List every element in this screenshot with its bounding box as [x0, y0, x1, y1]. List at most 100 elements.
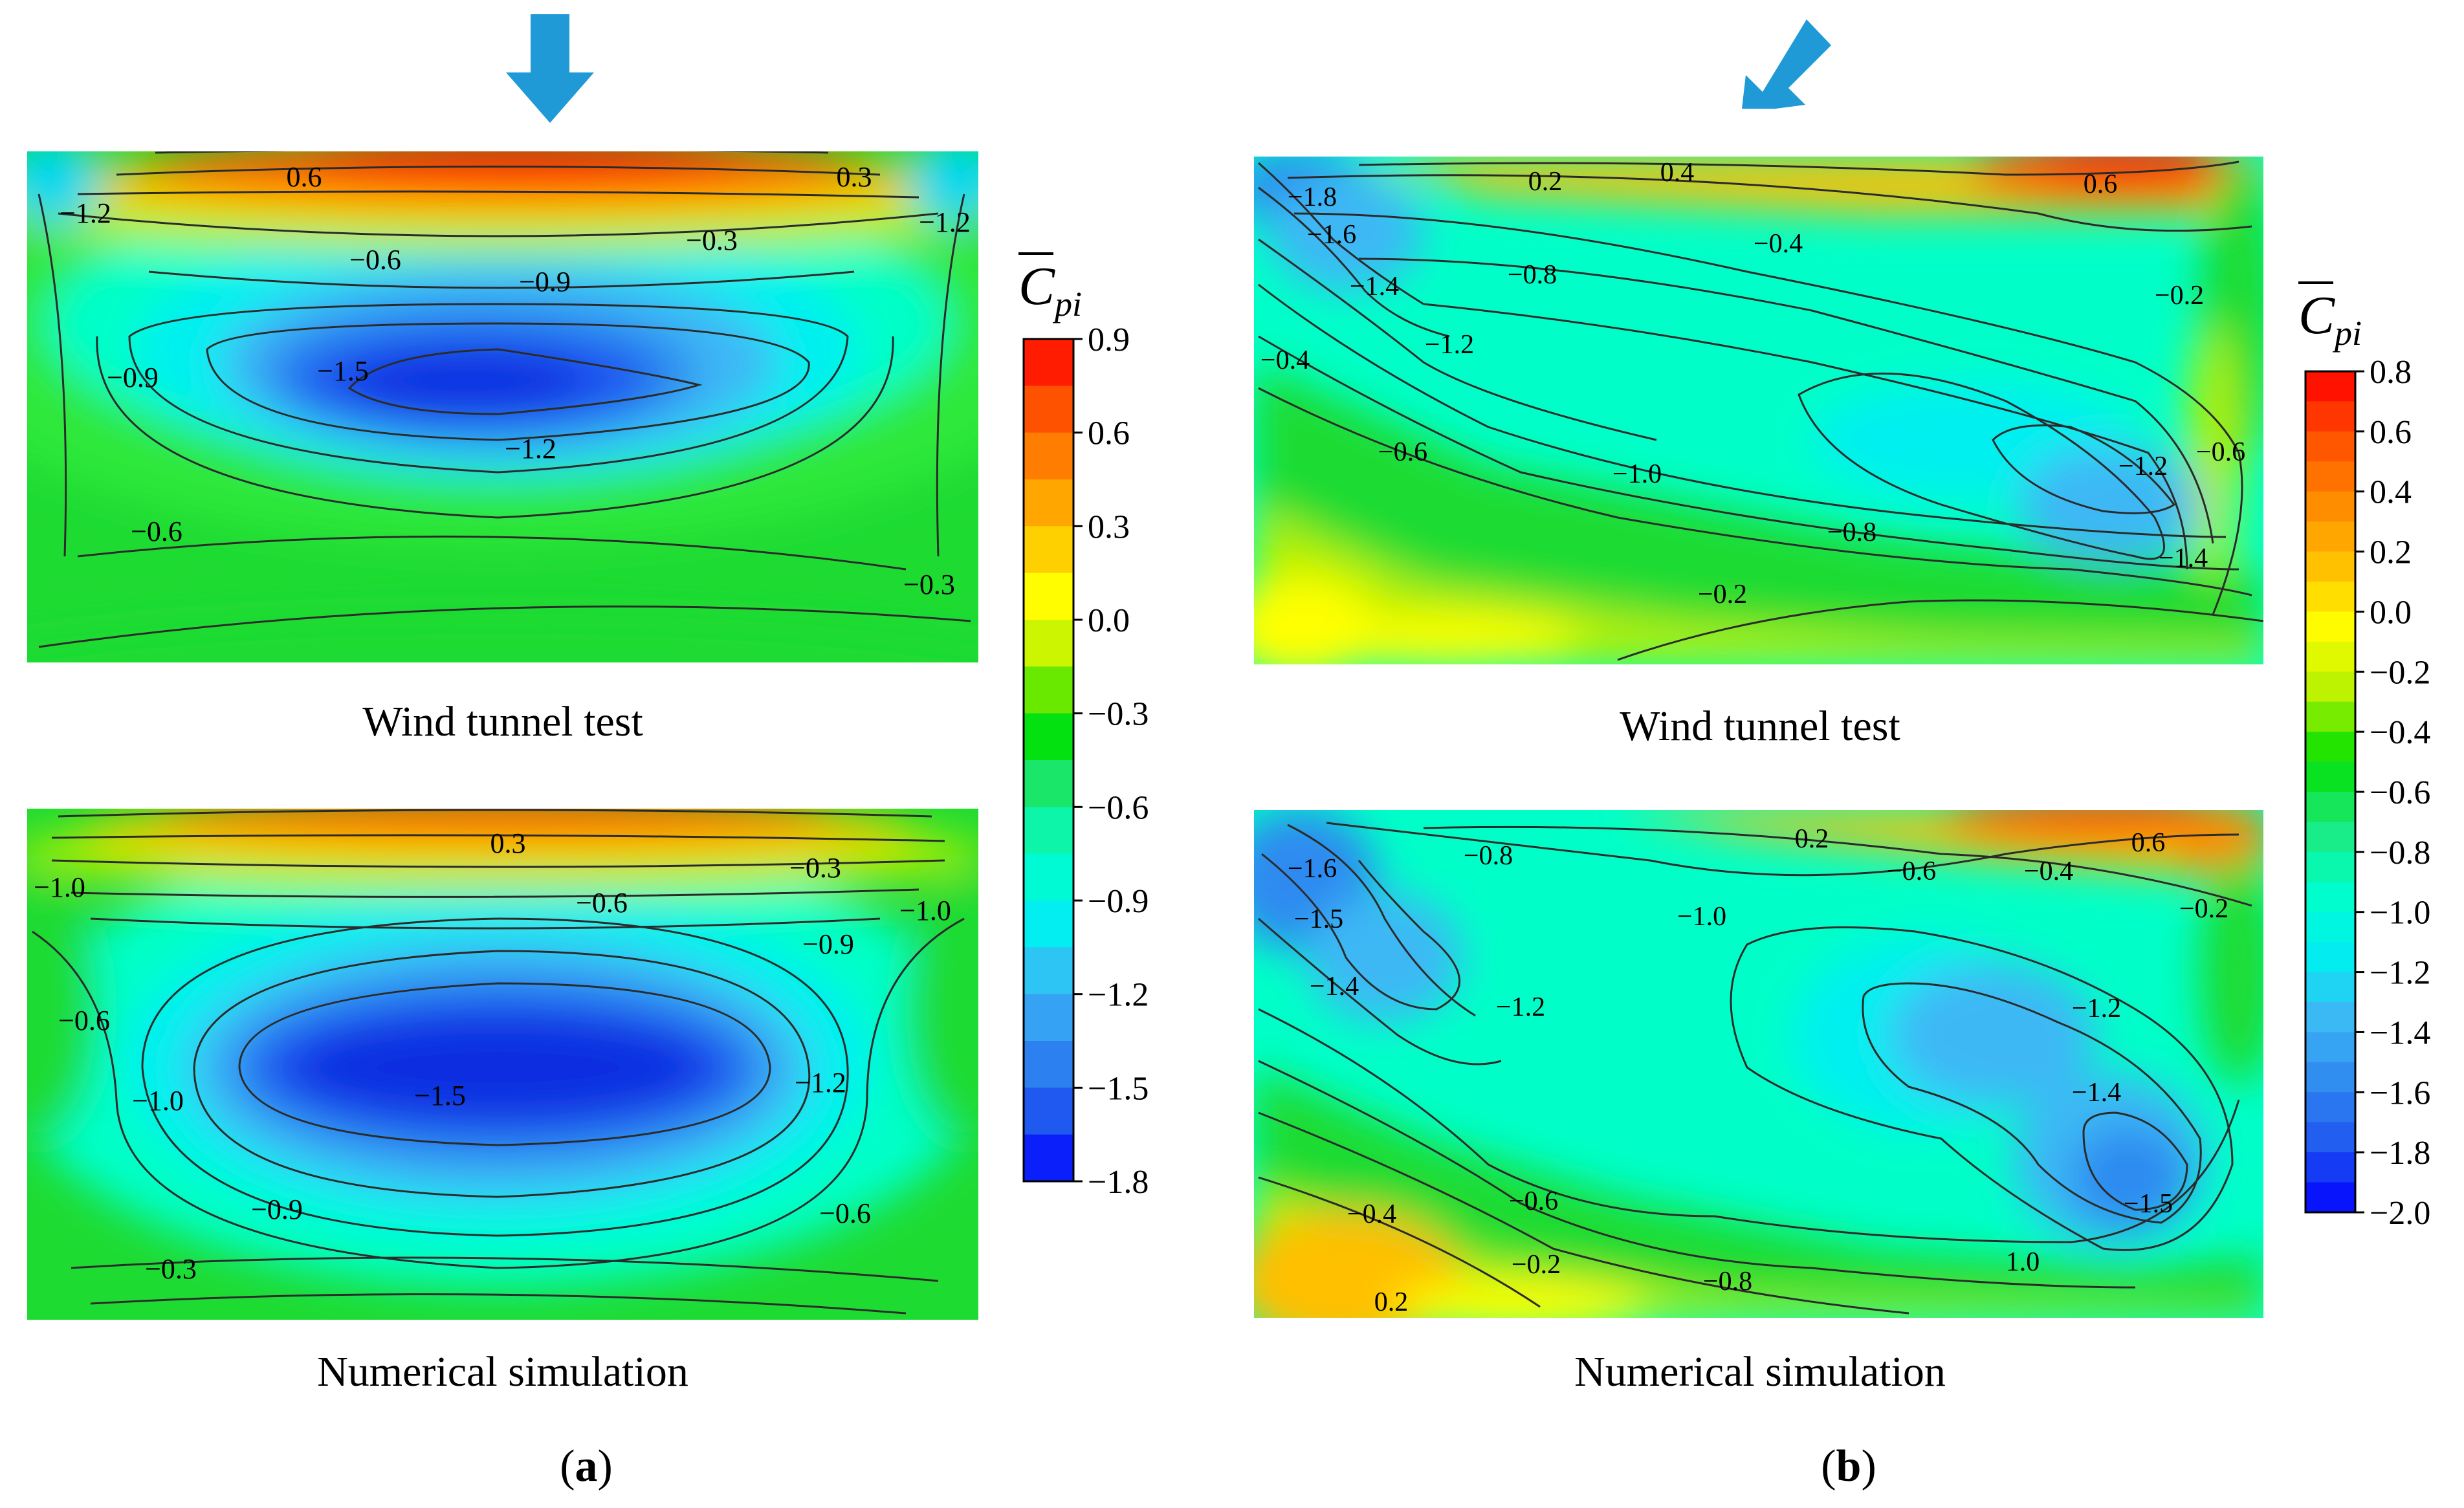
contour-label: −0.6	[2196, 437, 2245, 467]
contour-label: −0.2	[2179, 894, 2228, 924]
colorbar-swatch	[2305, 701, 2355, 732]
contour-label: 0.3	[837, 161, 872, 193]
colorbar-tick-label: 0.8	[2370, 354, 2412, 391]
colorbar-tick-label: −2.0	[2370, 1195, 2430, 1232]
colorbar-tick-label: 0.9	[1088, 322, 1130, 358]
colorbar-swatch	[1024, 713, 1073, 761]
colorbar-swatch	[1024, 901, 1073, 948]
panel-label-a: (a)	[560, 1441, 613, 1491]
contour-label: −0.9	[802, 928, 854, 960]
contour-label: 0.4	[1660, 158, 1695, 188]
colorbar-swatch	[2305, 551, 2355, 582]
contour-label: −1.2	[60, 197, 111, 229]
contour-label: −0.4	[1754, 229, 1803, 259]
contour-label: 0.6	[2131, 828, 2166, 858]
colorbar-tick-label: −0.6	[2370, 774, 2430, 811]
contour-label: −0.2	[1698, 580, 1747, 609]
colorbar-swatch	[2305, 942, 2355, 973]
colorbar-tick-label: 0.4	[2370, 474, 2412, 511]
panel-label-b: (b)	[1821, 1441, 1876, 1491]
colorbar-tick-label: −1.8	[2370, 1135, 2430, 1172]
caption-b-wind-tunnel: Wind tunnel test	[1620, 703, 1900, 750]
contour-label: −0.3	[145, 1253, 197, 1285]
colorbar-tick-label: 0.2	[2370, 534, 2412, 571]
contour-label: −1.4	[2072, 1078, 2121, 1108]
contour-label: −1.2	[1425, 330, 1474, 360]
contour-label: −0.2	[1512, 1250, 1561, 1280]
colorbar-swatch	[1024, 1134, 1073, 1182]
contour-labels-a-wind-tunnel: 0.6 0.3 −1.2 −1.2 −0.6 −0.3 −0.9 −0.9 −1…	[60, 161, 971, 600]
colorbar-swatch	[2305, 401, 2355, 432]
contour-label: −1.5	[414, 1080, 466, 1111]
contour-label: 0.6	[287, 161, 322, 193]
contour-label: −0.3	[903, 569, 955, 600]
wind-arrow-icon	[506, 14, 594, 123]
colorbar-swatch	[2305, 491, 2355, 522]
contour-map-a-wind-tunnel: 0.6 0.3 −1.2 −1.2 −0.6 −0.3 −0.9 −0.9 −1…	[27, 151, 978, 662]
contour-label: −0.9	[251, 1194, 303, 1225]
contour-label: −1.6	[1307, 220, 1356, 250]
colorbar-tick-label: −1.5	[1088, 1070, 1149, 1107]
contour-label: −1.8	[1288, 182, 1337, 212]
contour-label: −1.5	[2124, 1189, 2173, 1219]
contour-label: −1.0	[1677, 902, 1726, 932]
contour-label: 0.2	[1528, 167, 1563, 197]
contour-label: −1.4	[1310, 972, 1359, 1001]
contour-label: −0.8	[1464, 841, 1513, 871]
contour-label: −1.2	[2072, 994, 2121, 1023]
contour-label: −0.9	[519, 266, 571, 298]
colorbar-tick-label: −1.8	[1088, 1164, 1149, 1201]
colorbar-title-a: Cpi	[1018, 256, 1082, 323]
contour-label: −1.0	[34, 871, 85, 903]
contour-label: −1.6	[1288, 854, 1337, 884]
contour-label: −1.0	[899, 895, 951, 926]
colorbar-title-b: Cpi	[2298, 285, 2362, 353]
contour-labels-b-wind-tunnel: −1.8 −1.6 −1.4 −1.2 −0.4 0.2 0.4 0.6 −0.…	[1260, 158, 2245, 609]
contour-label: −0.6	[1378, 437, 1427, 467]
colorbar-tick-label: −0.6	[1088, 789, 1149, 826]
contour-label: −0.6	[1509, 1186, 1558, 1216]
colorbar-swatch	[2305, 1152, 2355, 1183]
contour-label: −1.2	[2118, 452, 2168, 481]
contour-map-b-wind-tunnel: −1.8 −1.6 −1.4 −1.2 −0.4 0.2 0.4 0.6 −0.…	[1254, 157, 2263, 664]
contour-label: −1.5	[1294, 904, 1343, 934]
colorbar-swatch	[2305, 1092, 2355, 1123]
contour-label: 0.2	[1374, 1287, 1409, 1317]
colorbar-tick-label: −0.9	[1088, 883, 1149, 920]
colorbar-tick-label: −1.6	[2370, 1075, 2430, 1111]
wind-arrow-icon	[1742, 19, 1831, 109]
colorbar-b: Cpi 0.8 0.6 0.4 0.2 0.0 −0.2 −0.4 −0.6 −0.8 −1.0 −…	[2298, 281, 2430, 1232]
colorbar-swatch	[1024, 339, 1073, 386]
colorbar-swatch	[1024, 760, 1073, 807]
colorbar-swatch	[1024, 620, 1073, 667]
colorbar-swatch	[2305, 882, 2355, 913]
contour-label: −0.6	[131, 516, 182, 547]
colorbar-tick-label: −1.0	[2370, 895, 2430, 932]
colorbar-swatch	[1024, 994, 1073, 1042]
colorbar-tick-label: −0.8	[2370, 835, 2430, 871]
colorbar-swatch	[2305, 371, 2355, 402]
colorbar-tick-label: 0.0	[2370, 594, 2412, 631]
panel-b: −1.8 −1.6 −1.4 −1.2 −0.4 0.2 0.4 0.6 −0.…	[1254, 19, 2430, 1491]
colorbar-swatch	[2305, 431, 2355, 462]
contour-label: 0.6	[2084, 169, 2118, 199]
colorbar-swatch	[1024, 479, 1073, 527]
caption-a-numerical: Numerical simulation	[317, 1348, 688, 1395]
colorbar-swatch	[2305, 1002, 2355, 1033]
colorbar-tick-label: 0.6	[2370, 414, 2412, 451]
colorbar-swatch	[1024, 853, 1073, 901]
panel-a: 0.6 0.3 −1.2 −1.2 −0.6 −0.3 −0.9 −0.9 −1…	[27, 14, 1149, 1491]
colorbar-swatch	[2305, 792, 2355, 823]
colorbar-tick-label: −1.2	[2370, 955, 2430, 992]
contour-label: −0.6	[349, 244, 401, 276]
colorbar-tick-label: 0.6	[1088, 415, 1130, 452]
colorbar-swatch	[1024, 1041, 1073, 1088]
colorbar-swatch	[1024, 1087, 1073, 1135]
contour-label: −1.4	[2159, 543, 2208, 573]
colorbar-swatch	[2305, 582, 2355, 613]
caption-a-wind-tunnel: Wind tunnel test	[362, 698, 643, 745]
contour-label: −0.8	[1508, 260, 1557, 290]
colorbar-swatch	[1024, 386, 1073, 433]
contour-label: −0.4	[1260, 345, 1310, 375]
